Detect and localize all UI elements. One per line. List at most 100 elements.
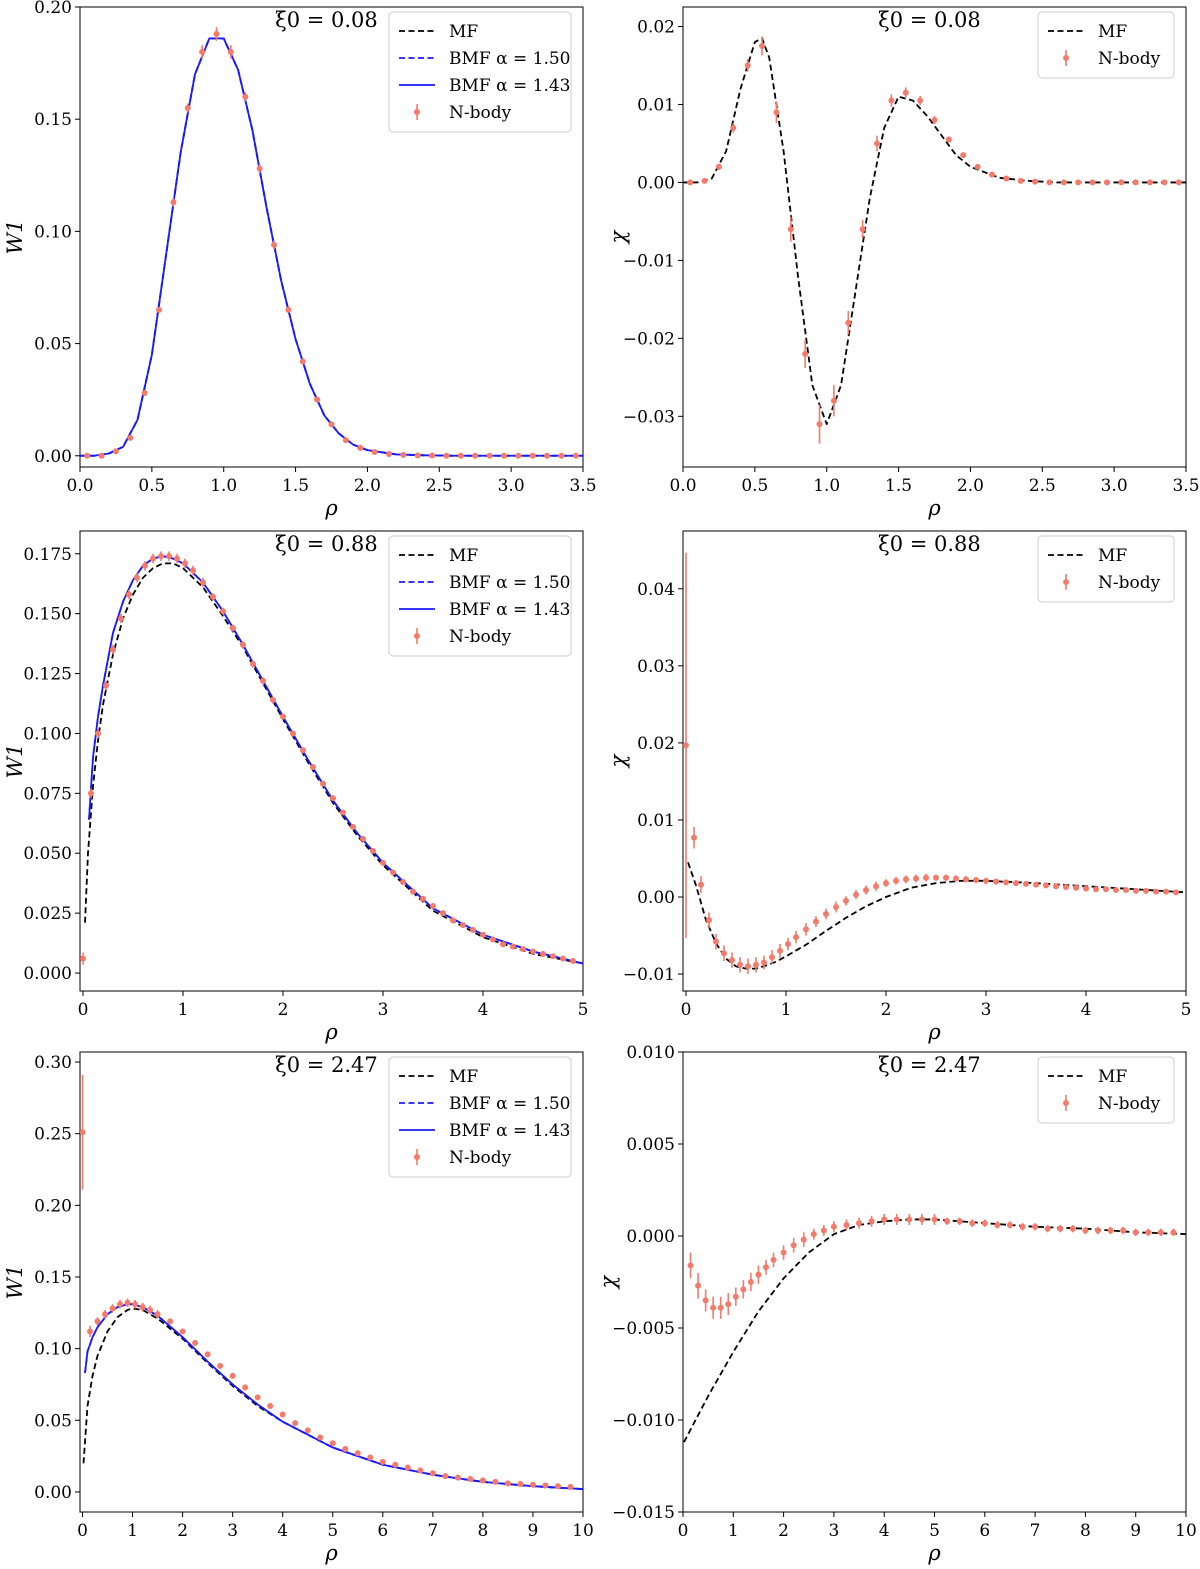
series-n-body-point [132,1301,139,1308]
y-axis-label: χ [606,229,630,245]
x-tick-label: 0 [77,1521,88,1541]
series-n-body-point [98,452,105,459]
series-n-body-point [342,437,349,444]
series-n-body-point [893,1216,900,1223]
series-n-body-point [823,910,829,917]
series-n-body-point [963,876,969,883]
x-tick-label: 5 [327,1521,338,1541]
series-n-body-point [730,124,737,131]
series-n-body-point [154,1311,161,1318]
series-n-body-point [943,874,949,881]
series-n-body-point [1173,889,1179,896]
series-n-body-point [350,823,356,830]
series-n-body-point [830,397,837,404]
x-tick-label: 3.0 [1101,476,1128,496]
series-n-body-point [755,1271,762,1278]
xi0-annotation: ξ0 = 2.47 [275,1053,378,1077]
x-tick-label: 0 [678,1521,689,1541]
y-axis-label: W1 [3,1265,27,1300]
series-n-body-point [1073,884,1079,891]
series-n-body-point [973,877,979,884]
plot-area [80,551,583,965]
series-n-body-point [793,934,799,941]
plot-frame [79,6,584,468]
x-tick-label: 10 [1175,1521,1197,1541]
series-n-body-point [845,319,852,326]
legend: MF N-body [1037,535,1175,603]
legend: MF BMF α = 1.50 BMF α = 1.43 N-body [388,1056,572,1178]
legend-box [1037,535,1175,603]
series-n-body-point [156,306,163,313]
series-n-body-point [902,89,909,96]
series-n-body-point [918,1216,925,1223]
chart-panel-5: 0 1 2 3 4 5 6 7 8 9 10 0.00 0.05 0.10 0.15 0.20 0.25 0.30… [3,1051,594,1565]
x-axis-label: ρ [927,1020,941,1044]
series-n-body-point [1057,1225,1064,1232]
series-n-body-point [800,1236,807,1243]
series-n-body-point [777,947,783,954]
series-n-body-point [417,1467,424,1474]
series-n-body-point [1123,887,1129,894]
series-n-body-point [550,953,556,960]
x-tick-label: 4 [1081,1000,1092,1020]
series-n-body-point [1046,179,1053,186]
y-tick-label: 0.10 [34,1340,72,1360]
series-n-body-point [542,1482,549,1489]
y-tick-label: 0.00 [34,447,72,467]
series-n-body-point [802,350,809,357]
series-n-body-point [454,1474,461,1481]
series-n-body-point [698,881,704,888]
y-axis-label: χ [606,753,630,769]
y-tick-label: −0.01 [623,251,675,271]
series-n-body-point [184,104,191,111]
series-n-body-point [1161,179,1168,186]
series-n-body-point [167,1318,174,1325]
legend-label: N-body [449,627,512,647]
series-n-body-point [974,163,981,170]
series-n-body-point [1060,179,1067,186]
y-tick-label: 0.03 [637,657,675,677]
series-n-body-point [110,646,116,653]
y-tick-label: 0.01 [637,811,675,831]
series-n-body-point [467,1476,474,1483]
series-n-body-point [174,555,180,562]
series-n-body-point [470,926,476,933]
series-n-body-point [94,1318,101,1325]
series-n-body-point [893,877,899,884]
series-n-body-point [192,1339,199,1346]
series-n-body-point [1094,1227,1101,1234]
x-tick-label: 2 [881,1000,892,1020]
series-n-body-point [279,1411,286,1418]
series-n-body-point [913,875,919,882]
y-tick-label: 0.00 [637,173,675,193]
series-n-body-point [227,48,234,55]
series-n-body-point [1003,175,1010,182]
legend-label: BMF α = 1.43 [449,600,570,620]
series-n-body-point [170,199,177,206]
series-n-body-point [510,943,516,950]
y-tick-label: 0.02 [637,734,675,754]
series-n-body-point [390,869,396,876]
series-n-body-point [530,948,536,955]
series-n-body-point [1013,880,1019,887]
y-tick-label: 0.20 [34,0,72,18]
x-tick-label: 0.0 [669,476,696,496]
series-n-body-point [695,1282,702,1289]
x-tick-label: 3 [378,1000,389,1020]
series-n-body-point [1089,179,1096,186]
series-n-body-point [102,1311,109,1318]
legend-box [388,11,572,133]
series-n-body-point [440,910,446,917]
series-n-body-point [1017,177,1024,184]
x-axis-label: ρ [324,1020,338,1044]
x-tick-label: 2 [278,1000,289,1020]
x-tick-label: 9 [1130,1521,1141,1541]
x-tick-label: 3 [828,1521,839,1541]
series-n-body-point [713,938,719,945]
series-n-body-point [769,954,775,961]
series-n-body-point [1132,179,1139,186]
x-tick-label: 9 [528,1521,539,1541]
y-tick-label: −0.015 [612,1503,675,1523]
series-n-body-point [1107,1227,1114,1234]
series-n-body-point [820,1227,827,1234]
